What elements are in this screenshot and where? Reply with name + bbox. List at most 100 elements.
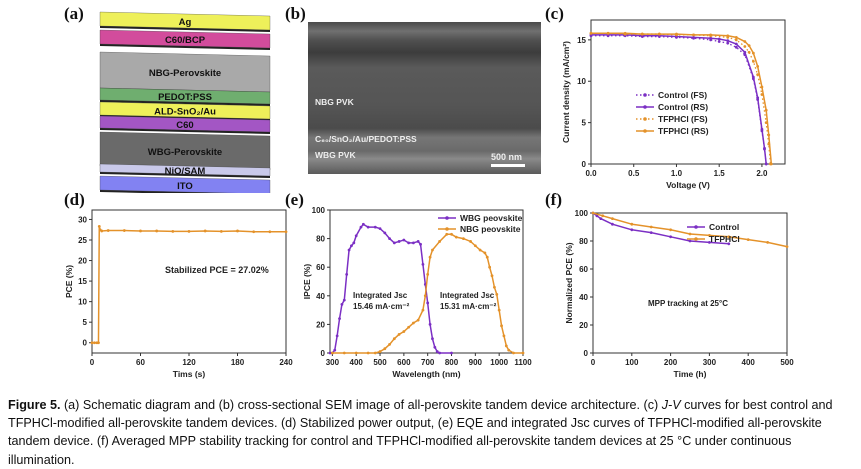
data-point <box>688 239 692 243</box>
panel-label-b: (b) <box>285 4 306 23</box>
data-point <box>769 162 773 166</box>
data-point <box>649 231 653 234</box>
data-point <box>397 240 401 243</box>
data-point <box>433 345 437 349</box>
layer-label: Ag <box>179 17 192 28</box>
data-point <box>139 229 142 233</box>
data-point <box>726 34 730 38</box>
stack-layer: NiO/SAM <box>99 163 271 178</box>
data-point <box>450 351 453 355</box>
data-point <box>419 242 422 246</box>
data-point <box>589 31 593 35</box>
scale-bar <box>491 164 525 167</box>
data-point <box>751 51 755 55</box>
sem-label-interlayer: C₆₀/SnO₂/Au/PEDOT:PSS <box>315 134 417 144</box>
legend-marker <box>643 129 647 133</box>
data-point <box>692 33 695 37</box>
x-tick-label: 1.5 <box>714 169 726 178</box>
data-point <box>366 351 370 355</box>
y-tick-label: 80 <box>316 235 325 244</box>
data-point <box>354 234 358 238</box>
data-point <box>488 265 492 269</box>
data-point <box>411 241 415 245</box>
data-point <box>428 323 432 326</box>
ipce-chart: 300 400 500 600 700 800 900 1000 1100 0 20 40 60 80 10… <box>302 206 532 379</box>
data-point <box>640 32 644 36</box>
data-point <box>392 337 396 341</box>
spo-chart: 0 60 120 180 240 0 5 10 15 20 25 30 Tims (s) PCE (%) S… <box>64 209 293 379</box>
data-point <box>504 344 508 348</box>
y-tick-label: 10 <box>78 298 87 307</box>
data-point <box>352 241 356 245</box>
legend-marker <box>445 216 449 220</box>
data-point <box>438 351 442 355</box>
jsc-annotation: Integrated Jsc <box>440 291 495 300</box>
data-point <box>630 222 634 226</box>
data-point <box>426 272 430 276</box>
legend-label: TFPHCl (FS) <box>658 114 708 124</box>
data-point <box>591 211 595 215</box>
caption-text-2: curves for best control and TFPHCl-modif… <box>8 398 833 467</box>
caption-label: Figure 5. <box>8 398 61 412</box>
data-point <box>388 343 391 346</box>
data-point <box>726 41 730 45</box>
y-tick-label: 5 <box>582 119 587 128</box>
plot-frame <box>590 19 786 165</box>
data-point <box>97 225 101 228</box>
data-point <box>236 229 239 233</box>
data-point <box>435 350 439 353</box>
data-point <box>764 108 768 112</box>
y-tick-label: 25 <box>78 236 87 245</box>
data-point <box>342 298 346 302</box>
data-point <box>426 301 430 305</box>
stack-layer: Ag <box>99 11 271 32</box>
data-point <box>383 231 387 235</box>
x-tick-label: 0 <box>90 358 95 367</box>
panel-label-e: (e) <box>285 190 304 209</box>
data-point <box>97 341 100 345</box>
x-tick-label: 240 <box>279 358 293 367</box>
layer-shadow <box>100 172 270 178</box>
plot-frame <box>329 209 524 354</box>
y-tick-label: 60 <box>579 265 588 274</box>
data-point <box>727 242 731 246</box>
legend-label: WBG peovskite <box>460 213 523 223</box>
data-point <box>747 50 751 54</box>
data-point <box>428 255 432 259</box>
data-point <box>734 35 738 39</box>
x-tick-label: 300 <box>703 358 717 367</box>
y-tick-label: 20 <box>78 257 87 266</box>
x-tick-label: 500 <box>373 358 387 367</box>
series-data <box>90 225 288 345</box>
panel-label-a: (a) <box>64 4 84 23</box>
x-tick-label: 60 <box>136 358 145 367</box>
y-tick-label: 40 <box>316 292 325 301</box>
x-axis-label: Tims (s) <box>173 369 206 379</box>
data-point <box>708 234 711 237</box>
stack-layer: C60 <box>99 115 271 134</box>
data-point <box>760 127 764 131</box>
sem-image: NBG PVK C₆₀/SnO₂/Au/PEDOT:PSS WBG PVK 50… <box>308 22 541 174</box>
stack-layer: ITO <box>99 175 271 193</box>
data-point <box>397 333 401 336</box>
data-point <box>649 225 653 229</box>
data-point <box>606 31 610 35</box>
x-axis-label: Time (h) <box>674 369 707 379</box>
data-point <box>483 251 487 255</box>
data-point <box>423 294 427 298</box>
data-point <box>100 229 104 233</box>
x-tick-label: 900 <box>469 358 483 367</box>
data-point <box>746 238 750 241</box>
device-stack-schematic: Ag C60/BCP NBG-Perovskite PEDOT:PSS ALD-SnO₂… <box>99 11 271 193</box>
data-point <box>490 274 494 278</box>
y-tick-label: 20 <box>579 321 588 330</box>
data-point <box>756 64 760 68</box>
legend-entry: TFPHCl <box>687 234 740 244</box>
layer-label: C60 <box>176 120 193 131</box>
x-tick-label: 800 <box>445 358 459 367</box>
x-tick-label: 700 <box>421 358 435 367</box>
data-point <box>630 228 634 232</box>
data-point <box>407 325 411 329</box>
y-tick-label: 60 <box>316 263 325 272</box>
